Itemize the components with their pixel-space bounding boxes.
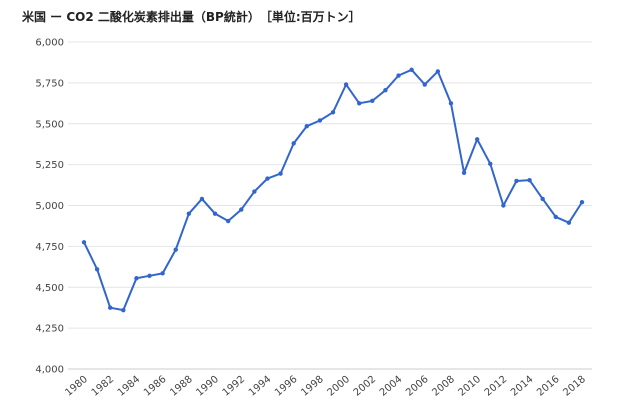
x-axis-tick-labels: 1980 1982 1984 1986 1988 1990 1992 1994 1996 1998… [63,374,588,399]
data-point [186,211,192,216]
x-tick-label: 2002 [352,374,379,399]
data-point [147,273,152,279]
y-tick-label: 5,000 [35,201,64,212]
y-tick-label: 4,750 [35,242,64,253]
x-tick-label: 2008 [430,374,457,399]
data-point [579,200,585,205]
x-tick-label: 2018 [561,374,588,399]
x-tick-label: 1992 [221,374,248,399]
data-point [160,271,165,276]
data-point [108,305,113,310]
data-point [540,196,545,202]
x-tick-label: 1986 [142,374,169,399]
y-tick-label: 5,500 [35,119,64,130]
y-tick-label: 6,000 [35,38,64,49]
series-line [83,68,583,312]
data-point [212,211,218,216]
data-point [291,141,296,146]
x-tick-label: 1990 [194,374,221,399]
data-point [553,214,558,220]
data-point [566,220,572,225]
data-point [252,189,257,194]
data-point [343,82,349,87]
data-point [265,176,270,181]
x-tick-label: 1984 [116,374,143,399]
data-point [330,110,336,115]
data-point [448,101,454,106]
data-point [461,170,467,175]
data-point [121,307,126,313]
data-point [409,67,414,72]
data-point [134,276,139,281]
data-point [357,101,362,106]
data-point [317,118,323,123]
data-point [474,137,480,142]
data-point [173,247,178,252]
x-tick-label: 2006 [404,374,431,399]
y-axis-tick-labels: 4,000 4,250 4,500 4,750 5,000 5,250 5,500 5,750… [35,38,64,376]
data-point [278,171,283,176]
data-point [239,207,244,212]
x-tick-label: 1994 [247,374,274,399]
x-tick-label: 2016 [535,374,562,399]
y-tick-label: 4,250 [35,324,64,335]
data-point [199,196,205,202]
x-tick-label: 2014 [509,374,536,399]
y-tick-label: 5,250 [35,160,64,171]
x-tick-label: 1980 [63,374,90,399]
data-point [422,82,427,87]
y-tick-label: 4,500 [35,283,64,294]
data-points [81,67,585,313]
data-point [383,88,388,93]
x-tick-label: 1998 [299,374,326,399]
y-tick-label: 4,000 [35,365,64,376]
data-point [396,73,401,78]
data-point [304,124,309,129]
gridlines [68,41,592,370]
x-tick-label: 2004 [378,374,405,399]
data-point [527,177,532,183]
data-point [488,161,493,167]
x-tick-label: 2010 [457,374,484,399]
x-tick-label: 1996 [273,374,300,399]
x-tick-label: 1988 [168,374,195,399]
data-point [225,218,231,224]
chart-title: 米国 ー CO2 二酸化炭素排出量（BP統計） ［単位:百万トン］ [22,10,361,24]
x-tick-label: 2000 [325,374,352,399]
data-point [370,98,375,104]
data-point [514,178,519,184]
data-point [435,69,441,74]
x-tick-label: 2012 [483,374,510,399]
x-tick-label: 1982 [90,374,117,399]
data-point [501,203,506,208]
y-tick-label: 5,750 [35,78,64,89]
data-point [94,267,100,272]
data-point [81,240,87,245]
